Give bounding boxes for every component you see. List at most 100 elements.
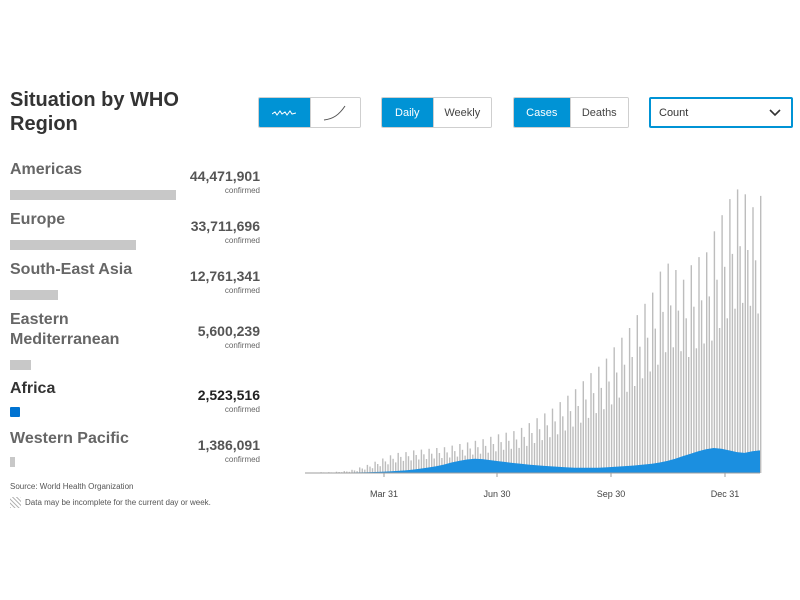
daily-bar <box>711 340 713 473</box>
cumulative-curve-button[interactable] <box>309 98 360 127</box>
metric-toggle[interactable]: Cases Deaths <box>513 97 629 128</box>
daily-bar <box>492 444 495 473</box>
region-item-western-pacific[interactable]: Western Pacific 1,386,091 confirmed <box>10 429 262 479</box>
daily-bar <box>621 337 623 473</box>
daily-bar <box>415 455 417 473</box>
region-count: 1,386,091 <box>197 437 260 453</box>
daily-bar <box>664 352 667 473</box>
daily-bar <box>564 430 566 473</box>
daily-bar <box>672 347 674 473</box>
daily-bar <box>659 271 662 473</box>
daily-bar <box>618 397 620 473</box>
daily-bar <box>474 440 477 473</box>
daily-bar <box>736 189 739 473</box>
daily-bar <box>569 411 572 473</box>
daily-bar <box>574 389 577 473</box>
daily-bar <box>582 381 584 473</box>
daily-bar <box>567 395 569 473</box>
daily-bar <box>559 402 561 473</box>
region-item-south-east-asia[interactable]: South-East Asia 12,761,341 confirmed <box>10 260 262 310</box>
trend-line-button[interactable] <box>259 98 310 127</box>
daily-bar <box>688 357 690 473</box>
daily-bar <box>392 458 394 473</box>
daily-bar <box>523 436 525 473</box>
daily-bar <box>600 387 602 473</box>
daily-bar <box>603 409 605 473</box>
daily-bar <box>662 311 664 473</box>
daily-bar <box>353 470 356 473</box>
daily-bar <box>541 440 543 473</box>
daily-bar <box>760 195 762 473</box>
daily-button[interactable]: Daily <box>382 98 433 127</box>
daily-bar <box>526 445 528 473</box>
region-name: Americas <box>10 161 83 178</box>
period-toggle[interactable]: Daily Weekly <box>381 97 492 128</box>
daily-bar <box>685 318 687 473</box>
region-name: Eastern Mediterranean <box>10 311 120 348</box>
daily-bar <box>587 417 590 473</box>
daily-bar <box>551 408 554 473</box>
daily-bar <box>451 445 453 473</box>
deaths-button[interactable]: Deaths <box>569 98 628 127</box>
daily-bar <box>682 279 685 473</box>
region-name: Western Pacific <box>10 430 129 447</box>
cases-button[interactable]: Cases <box>514 98 570 127</box>
x-tick-label: Jun 30 <box>483 489 510 499</box>
region-count: 12,761,341 <box>189 268 260 284</box>
daily-bar <box>718 328 721 473</box>
daily-bar <box>446 452 448 473</box>
chart-style-toggle[interactable] <box>258 97 361 128</box>
daily-bar <box>423 454 425 473</box>
daily-bar <box>644 303 646 473</box>
hatch-pattern-icon <box>10 497 21 508</box>
daily-bar <box>513 431 515 473</box>
daily-bar <box>549 437 551 473</box>
daily-bar <box>536 418 538 473</box>
scale-select[interactable]: Count <box>649 97 793 128</box>
daily-bar <box>731 253 734 473</box>
daily-bar <box>734 308 736 473</box>
weekly-button[interactable]: Weekly <box>432 98 491 127</box>
daily-bar <box>405 452 407 473</box>
daily-bar <box>667 263 669 473</box>
daily-bar <box>562 416 564 473</box>
region-item-americas[interactable]: Americas 44,471,901 confirmed <box>10 160 262 210</box>
daily-bar <box>744 194 746 474</box>
daily-bar <box>646 337 649 473</box>
daily-bar <box>346 471 348 473</box>
daily-bar <box>654 328 656 473</box>
trend-line-icon <box>272 109 297 116</box>
daily-bar <box>708 296 710 473</box>
region-item-eastern-mediterranean[interactable]: Eastern Mediterranean 5,600,239 confirme… <box>10 310 262 379</box>
daily-bar <box>544 413 546 473</box>
region-name: Europe <box>10 211 66 228</box>
region-list: Americas 44,471,901 confirmed Europe 33,… <box>10 160 262 479</box>
region-item-europe[interactable]: Europe 33,711,696 confirmed <box>10 210 262 260</box>
region-item-africa[interactable]: Africa 2,523,516 confirmed <box>10 379 262 429</box>
region-count-label: confirmed <box>224 405 260 414</box>
daily-bar <box>490 436 492 474</box>
region-bar <box>10 457 15 467</box>
daily-bar <box>649 371 651 473</box>
daily-bar <box>359 467 361 473</box>
daily-bar <box>466 442 469 473</box>
daily-bar <box>387 464 389 473</box>
daily-bar <box>598 366 600 473</box>
daily-bar <box>590 373 592 473</box>
daily-bar <box>680 351 682 473</box>
daily-bar <box>397 452 399 473</box>
daily-bar <box>721 215 723 473</box>
daily-bar <box>335 471 338 473</box>
region-name: Africa <box>10 380 56 397</box>
daily-bar <box>410 460 412 473</box>
daily-bar <box>706 252 708 473</box>
daily-bar <box>636 315 638 473</box>
daily-bar <box>348 471 351 473</box>
daily-bar <box>500 442 502 473</box>
daily-bar <box>343 471 345 473</box>
daily-bar <box>592 393 595 473</box>
cumulative-curve-icon <box>324 105 346 120</box>
daily-bar <box>418 459 420 473</box>
region-count: 44,471,901 <box>189 168 260 184</box>
daily-bar <box>520 427 523 473</box>
